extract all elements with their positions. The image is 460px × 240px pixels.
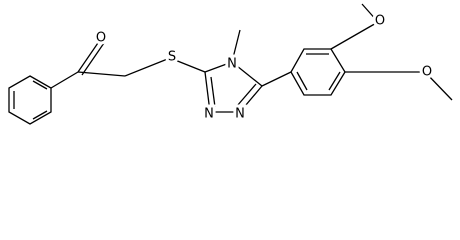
atom-label: N	[204, 107, 214, 122]
atom-label: O	[375, 14, 385, 29]
atom-label: S	[168, 50, 176, 65]
atom-label: N	[235, 107, 245, 122]
atom-label: O	[422, 65, 432, 80]
molecule: O S N N N O O	[8, 3, 453, 125]
atom-label: O	[96, 31, 106, 46]
bonds	[8, 3, 453, 125]
atom-label: N	[227, 57, 237, 72]
